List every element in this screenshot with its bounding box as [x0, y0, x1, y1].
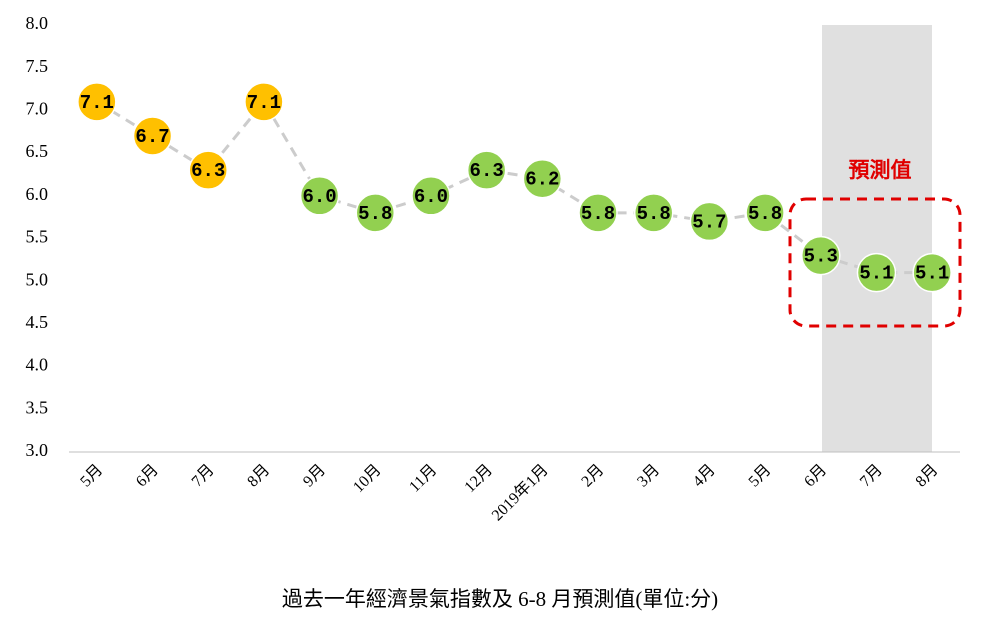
- marker: [801, 235, 841, 276]
- marker: [411, 176, 451, 216]
- marker: [132, 116, 173, 156]
- y-tick-label: 4.0: [26, 355, 49, 375]
- x-tick-label: 11月: [406, 461, 440, 495]
- x-tick-label: 7月: [857, 461, 886, 490]
- marker: [578, 193, 618, 233]
- marker: [299, 176, 340, 216]
- y-tick-label: 7.5: [26, 56, 49, 76]
- y-tick-label: 6.5: [26, 141, 49, 161]
- marker: [633, 193, 674, 233]
- y-tick-label: 3.0: [26, 440, 49, 460]
- data-label: 5.7: [692, 211, 726, 233]
- forecast-box: [788, 197, 962, 328]
- marker: [856, 252, 897, 293]
- data-label: 5.1: [915, 263, 949, 285]
- data-label: 5.8: [748, 203, 782, 225]
- y-tick-label: 3.5: [26, 397, 49, 417]
- marker: [244, 82, 284, 122]
- x-tick-label: 5月: [746, 461, 775, 490]
- x-tick-label: 6月: [133, 461, 162, 490]
- x-tick-label: 9月: [300, 461, 329, 490]
- data-label: 5.8: [358, 203, 392, 225]
- x-tick-label: 10月: [350, 461, 385, 496]
- x-tick-label: 4月: [690, 461, 719, 490]
- data-label: 6.0: [302, 186, 336, 208]
- x-tick-label: 8月: [913, 461, 942, 490]
- x-tick-label: 2月: [578, 461, 607, 490]
- forecast-shade: [822, 25, 932, 452]
- x-tick-label: 5月: [77, 461, 106, 490]
- data-label: 5.3: [804, 246, 838, 268]
- x-tick-label: 8月: [244, 461, 273, 490]
- line: [96, 99, 933, 275]
- marker: [912, 252, 952, 293]
- data-label: 6.7: [135, 126, 169, 148]
- data-label: 7.1: [80, 92, 114, 114]
- x-tick-label: 3月: [634, 461, 663, 490]
- x-tick-label: 12月: [461, 461, 496, 496]
- data-label: 5.8: [581, 203, 615, 225]
- y-tick-label: 6.0: [26, 184, 49, 204]
- marker: [77, 82, 117, 122]
- x-tick-label: 7月: [189, 461, 218, 490]
- marker: [466, 150, 507, 190]
- x-tick-label: 2019年1月: [488, 461, 552, 525]
- y-tick-label: 8.0: [26, 13, 49, 33]
- data-label: 5.1: [859, 263, 893, 285]
- annotation: 預測值: [849, 158, 912, 182]
- x-tick-label: 6月: [801, 461, 830, 490]
- marker: [745, 193, 785, 233]
- data-label: 5.8: [637, 203, 671, 225]
- data-label: 6.3: [470, 160, 504, 182]
- data-label: 6.2: [525, 169, 559, 191]
- y-tick-label: 5.0: [26, 269, 49, 289]
- y-tick-label: 5.5: [26, 227, 49, 247]
- chart-title: 過去一年經濟景氣指數及 6-8 月預測值(單位:分): [282, 587, 718, 611]
- y-tick-label: 4.5: [26, 312, 49, 332]
- marker: [355, 193, 396, 233]
- data-label: 6.3: [191, 160, 225, 182]
- data-label: 7.1: [247, 92, 281, 114]
- y-tick-label: 7.0: [26, 99, 49, 119]
- marker: [522, 158, 563, 199]
- marker: [188, 150, 228, 190]
- data-label: 6.0: [414, 186, 448, 208]
- marker: [689, 201, 730, 242]
